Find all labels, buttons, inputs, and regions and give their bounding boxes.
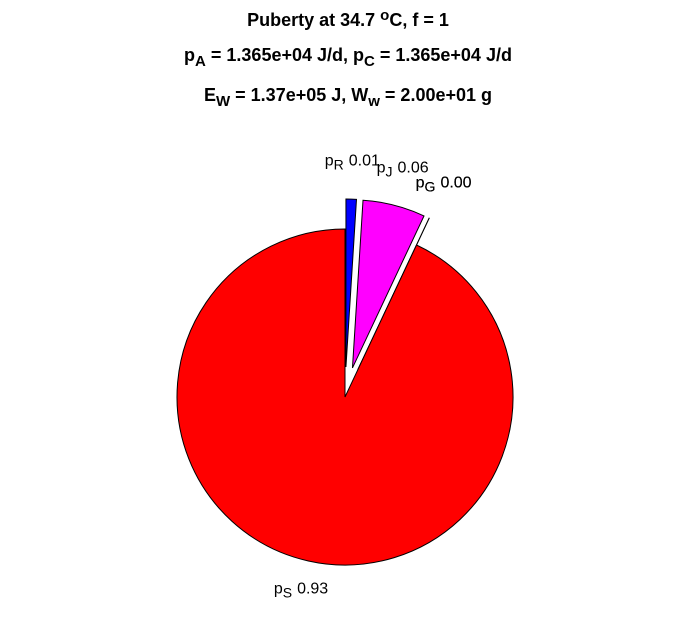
slice-label: pG 0.00 [416,174,472,194]
label-subscript: S [283,585,292,601]
pie-slice [176,228,514,566]
title-part: o [380,7,389,24]
title-part: C, f = 1 [389,10,449,30]
title-part: = 1.37e+05 J, W [230,85,368,105]
label-symbol: p [377,160,386,177]
chart-title: EW = 1.37e+05 J, Ww = 2.00e+01 g [204,85,492,110]
chart-title: pA = 1.365e+04 J/d, pC = 1.365e+04 J/d [184,45,512,70]
title-part: C [364,53,375,70]
slice-label: pJ 0.06 [377,160,429,180]
pie-slice [345,198,358,368]
title-part: Puberty at 34.7 [247,10,380,30]
title-part: w [367,93,380,110]
label-value: 0.00 [440,174,471,191]
label-value: 0.06 [397,160,428,177]
title-part: E [204,85,216,105]
slice-label: pR 0.01 [325,153,380,173]
label-symbol: p [325,153,334,170]
label-symbol: p [416,174,425,191]
label-symbol: p [416,174,425,191]
label-value: 0.93 [297,581,328,598]
title-part: = 1.365e+04 J/d [375,45,512,65]
slice-label: pG 0.00 [416,174,472,194]
chart-title: Puberty at 34.7 oC, f = 1 [247,7,449,30]
title-part: p [184,45,195,65]
title-part: = 2.00e+01 g [380,85,492,105]
title-part: A [195,53,206,70]
label-subscript: G [425,179,436,195]
title-part: W [216,93,231,110]
slice-label: pS 0.93 [274,581,328,601]
pie-slice [351,199,425,369]
label-subscript: G [425,179,436,195]
label-subscript: J [385,164,392,180]
label-value: 0.00 [440,174,471,191]
label-symbol: p [274,581,283,598]
label-subscript: R [334,157,344,173]
label-value: 0.01 [349,153,380,170]
title-part: = 1.365e+04 J/d, p [206,45,364,65]
